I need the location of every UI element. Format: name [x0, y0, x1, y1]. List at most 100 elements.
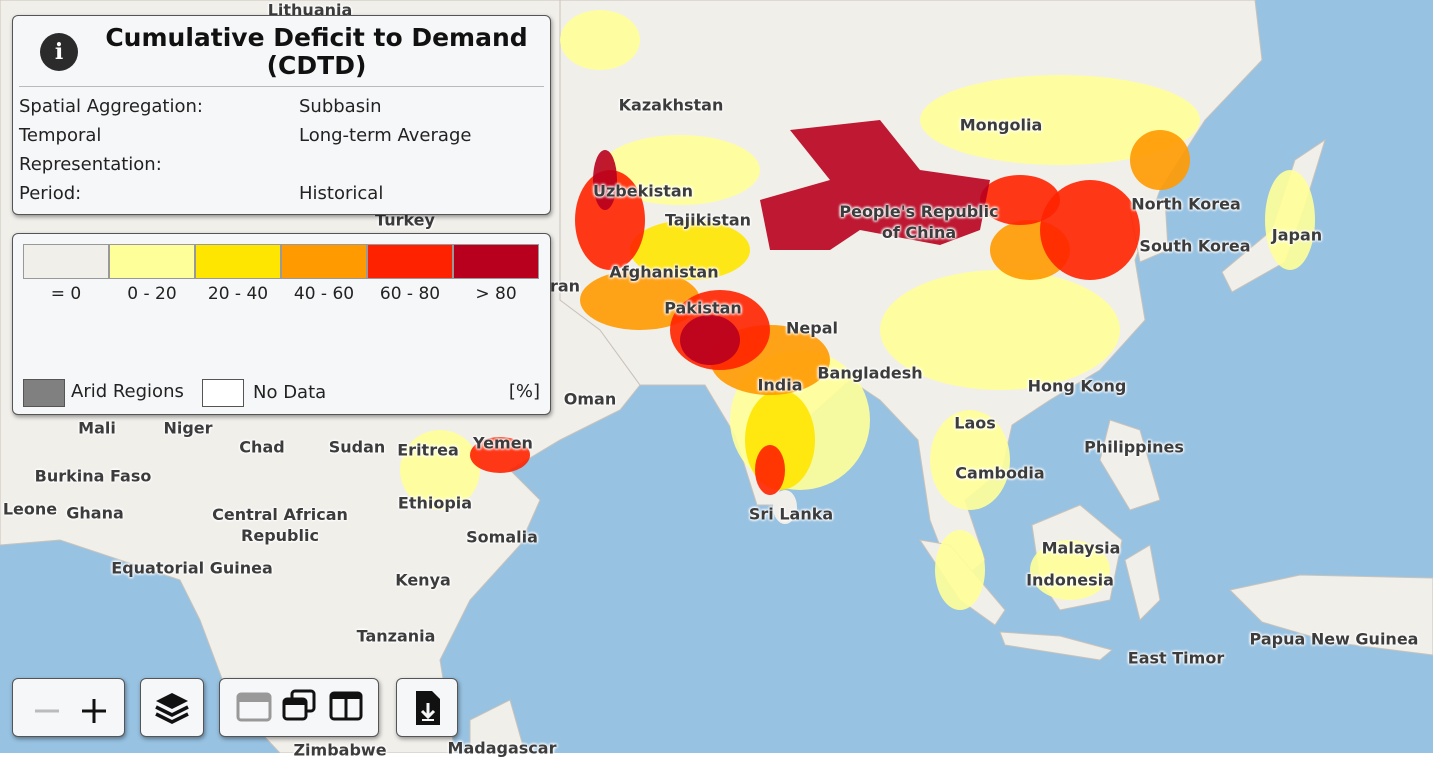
info-row: Spatial Aggregation: Subbasin: [19, 92, 471, 121]
deficit-area: [1265, 170, 1315, 270]
download-button[interactable]: [396, 678, 458, 737]
country-label: Mongolia: [959, 115, 1043, 135]
country-label: Pakistan: [664, 298, 742, 318]
legend-swatch: [23, 244, 109, 279]
deficit-area: [760, 120, 990, 250]
legend-panel: = 0 0 - 20 20 - 40 40 - 60 60 - 80 > 80 Arid R…: [12, 233, 551, 415]
info-table: Spatial Aggregation: Subbasin Temporal Rep…: [19, 92, 471, 208]
info-key: Temporal Representation:: [19, 125, 162, 175]
country-label: Turkey: [375, 210, 435, 230]
layers-icon: [155, 693, 189, 724]
deficit-area: [755, 445, 785, 495]
country-label: Cambodia: [955, 463, 1045, 483]
unit-label: [%]: [508, 381, 540, 402]
deficit-area: [1030, 540, 1110, 600]
single-view[interactable]: [236, 692, 272, 722]
layers-button[interactable]: [140, 678, 204, 737]
deficit-area: [630, 220, 750, 280]
info-key: Period:: [19, 183, 82, 204]
deficit-area: [980, 175, 1060, 225]
country-label: Philippines: [1084, 437, 1184, 457]
legend-label: = 0: [50, 284, 82, 304]
country-label: East Timor: [1127, 648, 1225, 668]
info-value: Long-term Average: [299, 125, 472, 146]
legend-swatch: [109, 244, 195, 279]
deficit-area: [400, 430, 480, 510]
country-label: Kenya: [395, 570, 451, 590]
country-label: Uzbekistan: [592, 181, 694, 201]
country-label: Sri Lanka: [748, 504, 834, 524]
deficit-area: [560, 10, 640, 70]
legend-label: > 80: [475, 284, 517, 304]
country-label: Leone: [2, 499, 58, 519]
deficit-area: [935, 530, 985, 610]
country-label: Burkina Faso: [34, 466, 152, 486]
land: [999, 631, 1114, 661]
legend-label: 60 - 80: [379, 284, 441, 304]
country-label: Oman: [563, 389, 617, 409]
legend-swatch: [195, 244, 281, 279]
info-key: Spatial Aggregation:: [19, 96, 203, 117]
country-label: Yemen: [473, 433, 533, 453]
legend-swatch: [453, 244, 539, 279]
country-label: Mali: [78, 418, 116, 438]
country-label: Nepal: [786, 318, 838, 338]
deficit-area: [600, 135, 760, 205]
info-value: Subbasin: [299, 96, 382, 117]
country-label: Hong Kong: [1027, 376, 1127, 396]
country-label: Malaysia: [1041, 538, 1121, 558]
info-value: Historical: [299, 183, 384, 204]
deficit-area: [470, 437, 530, 473]
country-label: Tanzania: [356, 626, 436, 646]
land: [1099, 419, 1161, 511]
country-label: Tajikistan: [664, 210, 752, 230]
download-icon: [416, 691, 440, 725]
legend-swatch: [367, 244, 453, 279]
country-label: North Korea: [1131, 194, 1241, 214]
no-data-swatch: [202, 379, 244, 407]
country-label: Kazakhstan: [618, 95, 724, 115]
no-data-label: No Data: [253, 382, 327, 403]
info-key-cell: Period:: [19, 179, 299, 208]
zoom-in[interactable]: [82, 699, 106, 723]
arid-label: Arid Regions: [71, 381, 184, 402]
legend-label: 0 - 20: [127, 284, 177, 304]
deficit-area: [580, 270, 700, 330]
country-label: Japan: [1271, 225, 1323, 245]
country-label: India: [757, 375, 803, 395]
overlay-view[interactable]: [282, 689, 316, 721]
info-row: Temporal Representation: Long-term Averag…: [19, 121, 471, 179]
arid-swatch: [23, 379, 65, 407]
deficit-area: [880, 270, 1120, 390]
info-panel: i Cumulative Deficit to Demand (CDTD) Sp…: [12, 15, 551, 215]
deficit-area: [930, 410, 1010, 510]
zoom-controls: [12, 678, 125, 737]
country-label: Equatorial Guinea: [111, 558, 273, 578]
deficit-area: [593, 150, 617, 210]
country-label: Iran: [543, 276, 581, 296]
deficit-area: [1040, 180, 1140, 280]
land: [773, 490, 797, 524]
country-label: South Korea: [1139, 236, 1251, 256]
legend-label: 40 - 60: [293, 284, 355, 304]
land: [1124, 544, 1161, 621]
country-label: Sudan: [328, 437, 386, 457]
info-row: Period: Historical: [19, 179, 471, 208]
country-label: Madagascar: [447, 738, 557, 758]
panel-title: Cumulative Deficit to Demand (CDTD): [105, 23, 528, 80]
land: [469, 699, 526, 753]
deficit-area: [575, 170, 645, 270]
country-label: Ethiopia: [397, 493, 473, 513]
country-label: Central African Republic: [212, 505, 348, 545]
info-key-cell: Spatial Aggregation:: [19, 92, 299, 121]
country-label: Bangladesh: [817, 363, 923, 383]
country-label: Ghana: [66, 503, 124, 523]
layout-controls: [219, 678, 379, 737]
legend-swatch: [281, 244, 367, 279]
info-key-cell: Temporal Representation:: [19, 121, 299, 179]
country-label: Eritrea: [397, 440, 459, 460]
country-label: Laos: [954, 413, 996, 433]
info-icon[interactable]: i: [40, 33, 78, 71]
split-view[interactable]: [329, 691, 363, 721]
zoom-icons: [35, 699, 106, 723]
